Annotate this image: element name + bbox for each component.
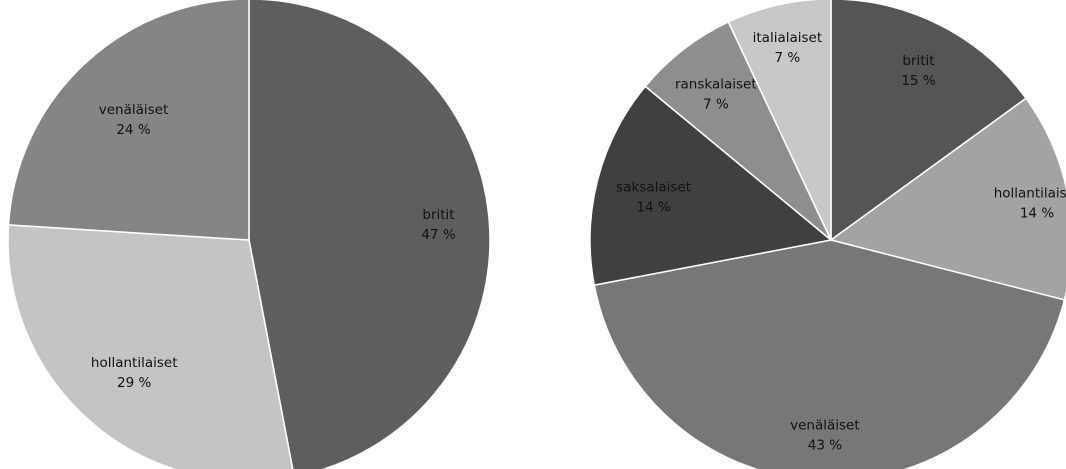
slice-label-italialaiset: italialaiset <box>753 30 823 46</box>
slice-label-hollantilaiset: hollantilaiset <box>91 355 178 371</box>
pie-slice-hollantilaiset <box>7 224 294 469</box>
slice-label-ranskalaiset: ranskalaiset <box>675 77 757 93</box>
slice-value-hollantilaiset: 29 % <box>117 375 151 391</box>
pie-slice-venäläiset <box>7 0 250 241</box>
slice-label-hollantilaiset: hollantilaiset <box>994 186 1066 202</box>
slice-value-britit: 15 % <box>901 73 935 89</box>
pie-slice-saksalaiset <box>589 85 833 287</box>
slice-label-saksalaiset: saksalaiset <box>616 179 691 195</box>
pie-slice-ranskalaiset <box>644 20 832 241</box>
slice-label-britit: britit <box>902 53 934 69</box>
pie-slice-britit <box>248 0 491 469</box>
slice-value-saksalaiset: 14 % <box>636 199 670 215</box>
slice-value-britit: 47 % <box>421 227 455 243</box>
slice-value-venäläiset: 24 % <box>116 122 150 138</box>
slice-label-venäläiset: venäläiset <box>790 418 860 434</box>
pie-slice-italialaiset <box>727 0 832 241</box>
pie-slice-hollantilaiset <box>829 97 1066 301</box>
slice-value-italialaiset: 7 % <box>775 50 801 66</box>
slice-value-venäläiset: 43 % <box>808 438 842 454</box>
pie-chart-right: britit 15 % hollantilaiset 14 % venäläiset 43… <box>589 0 1066 469</box>
pie-chart-left: britit 47 % hollantilaiset 29 % venäläiset 24… <box>7 0 491 469</box>
slice-label-britit: britit <box>422 207 454 223</box>
slice-label-venäläiset: venäläiset <box>99 102 169 118</box>
pie-slice-britit <box>830 0 1028 242</box>
pie-slice-venäläiset <box>593 239 1066 469</box>
slice-value-hollantilaiset: 14 % <box>1020 206 1054 222</box>
slice-value-ranskalaiset: 7 % <box>703 97 729 113</box>
